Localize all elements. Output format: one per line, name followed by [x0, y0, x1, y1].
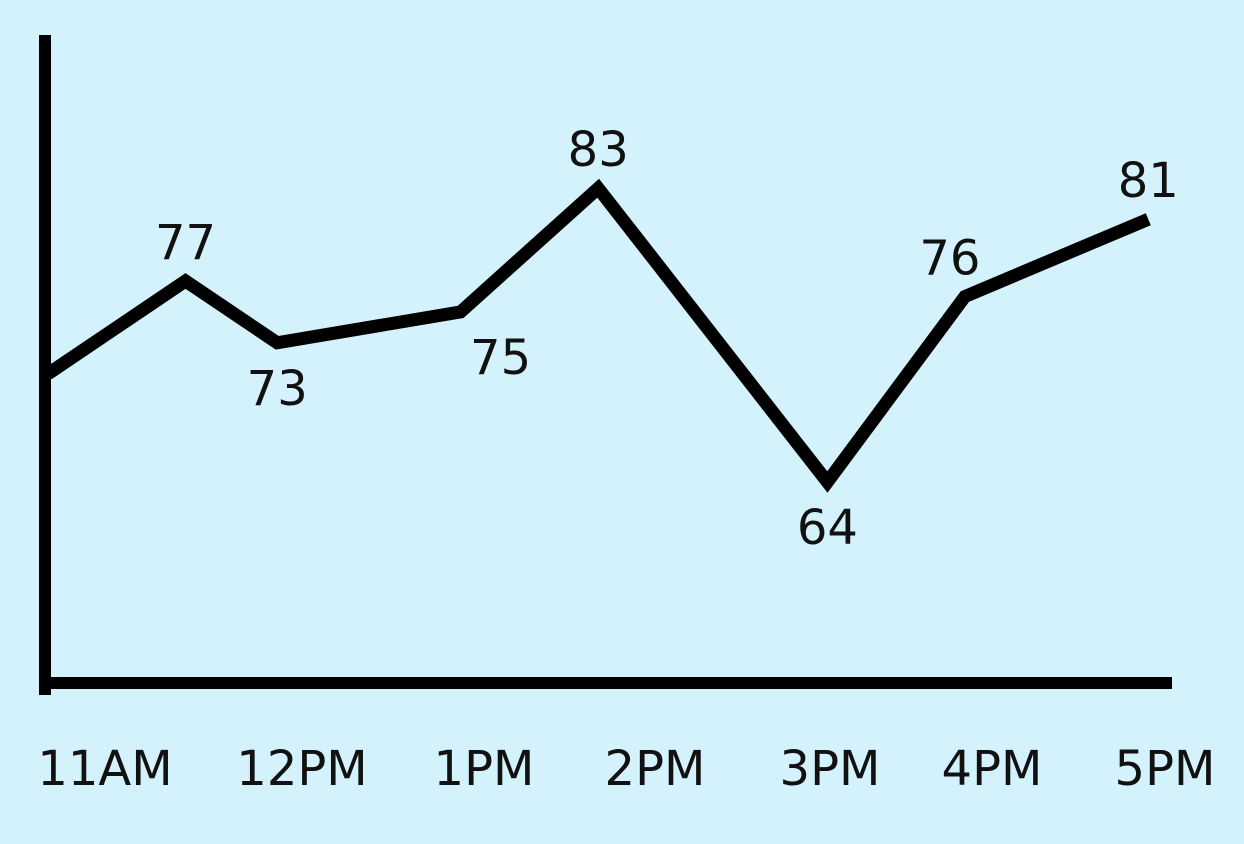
- x-tick-label: 1PM: [434, 741, 535, 797]
- x-tick-label: 12PM: [236, 741, 367, 797]
- x-tick-label: 5PM: [1115, 741, 1216, 797]
- x-tick-label: 3PM: [780, 741, 881, 797]
- data-label: 73: [247, 361, 308, 417]
- data-label: 81: [1118, 153, 1179, 209]
- x-tick-label: 11AM: [37, 741, 172, 797]
- data-label: 77: [155, 215, 216, 271]
- data-label: 64: [797, 500, 858, 556]
- data-label: 83: [568, 122, 629, 178]
- x-tick-label: 4PM: [942, 741, 1043, 797]
- data-labels: 77 73 75 83 64 76 81: [155, 122, 1179, 556]
- series-line: [44, 178, 1151, 493]
- data-label: 76: [919, 231, 980, 287]
- data-label: 75: [470, 330, 531, 386]
- x-tick-labels: 11AM 12PM 1PM 2PM 3PM 4PM 5PM: [37, 741, 1215, 797]
- x-tick-label: 2PM: [605, 741, 706, 797]
